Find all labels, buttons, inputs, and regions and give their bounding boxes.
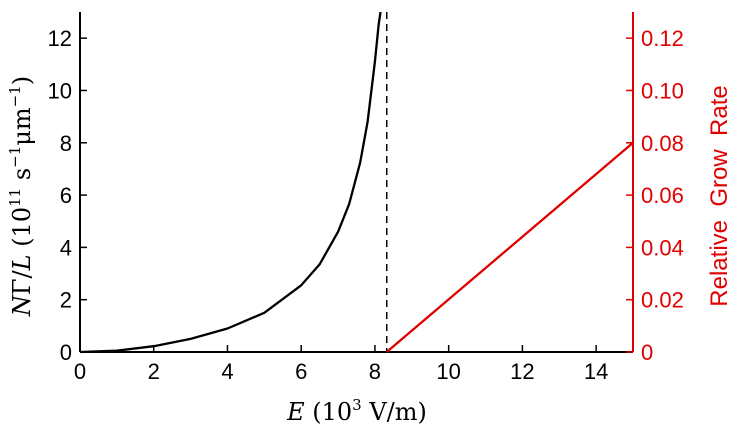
x-axis-label: E (103 V/m): [286, 396, 427, 426]
plot-marks: [79, 11, 634, 354]
right-y-tick-label: 0.02: [641, 288, 684, 313]
series-emission-rate-line: [79, 11, 382, 354]
left-axis-ticks: 0 2 4 6 8 10 12: [48, 26, 87, 365]
x-tick-label: 10: [436, 359, 460, 384]
right-y-tick-label: 0.12: [641, 26, 684, 51]
right-y-tick-label: 0: [641, 340, 653, 365]
left-y-tick-label: 12: [48, 26, 72, 51]
right-y-tick-label: 0.10: [641, 78, 684, 103]
left-y-tick-label: 10: [48, 78, 72, 103]
series-growth-rate-line: [385, 141, 634, 353]
x-tick-label: 12: [510, 359, 534, 384]
left-y-tick-label: 8: [60, 131, 72, 156]
left-y-tick-label: 2: [60, 288, 72, 313]
right-axis-ticks: 0 0.02 0.04 0.06 0.08 0.10 0.12: [626, 26, 684, 365]
left-y-tick-label: 6: [60, 183, 72, 208]
bottom-axis-ticks: 0 2 4 6 8 10 12 14: [74, 345, 608, 384]
x-tick-label: 8: [369, 359, 381, 384]
right-y-axis-label: Relative Grow Rate: [706, 85, 733, 306]
x-tick-label: 6: [295, 359, 307, 384]
x-tick-label: 0: [74, 359, 86, 384]
left-y-axis-label: NΓ/L (1011 s−1μm−1): [6, 76, 36, 317]
left-y-tick-label: 4: [60, 235, 72, 260]
left-y-tick-label: 0: [60, 340, 72, 365]
right-y-tick-label: 0.04: [641, 235, 684, 260]
x-tick-label: 2: [148, 359, 160, 384]
right-y-tick-label: 0.08: [641, 131, 684, 156]
x-tick-label: 14: [584, 359, 608, 384]
x-tick-label: 4: [221, 359, 233, 384]
right-y-tick-label: 0.06: [641, 183, 684, 208]
